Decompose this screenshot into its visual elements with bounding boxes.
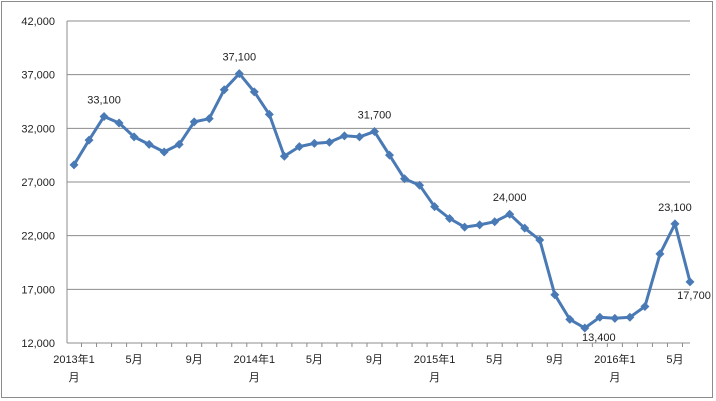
data-point xyxy=(99,112,109,122)
data-point xyxy=(264,109,274,119)
x-tick-label: 5月 xyxy=(126,354,143,366)
data-point xyxy=(595,312,605,322)
y-tick-label: 27,000 xyxy=(21,177,55,189)
data-point xyxy=(114,118,124,128)
x-tick-label: 2013年1 月 xyxy=(53,352,95,384)
x-tick-label: 5月 xyxy=(486,354,503,366)
data-point xyxy=(430,202,440,212)
data-point xyxy=(640,302,650,312)
data-point xyxy=(69,160,79,170)
data-point xyxy=(610,313,620,323)
data-point xyxy=(625,312,635,322)
x-tick-label: 5月 xyxy=(666,354,683,366)
data-point xyxy=(279,151,289,161)
data-point xyxy=(490,217,500,227)
x-tick-label: 5月 xyxy=(306,354,323,366)
data-point xyxy=(84,135,94,145)
data-point xyxy=(535,235,545,245)
data-point xyxy=(400,174,410,184)
data-point xyxy=(234,69,244,79)
data-point xyxy=(520,223,530,233)
data-point xyxy=(204,114,214,124)
data-labels: 33,100 37,100 31,700 24,000 13,400 23,100 17,7… xyxy=(87,52,711,344)
data-point xyxy=(475,220,485,230)
data-point xyxy=(174,139,184,149)
data-point xyxy=(385,150,395,160)
data-point xyxy=(460,222,470,232)
data-point xyxy=(505,209,515,219)
data-point xyxy=(550,290,560,300)
data-label: 23,100 xyxy=(658,202,692,214)
data-point xyxy=(445,213,455,223)
data-point xyxy=(249,87,259,97)
data-label: 13,400 xyxy=(582,332,616,344)
data-point xyxy=(189,117,199,127)
data-label: 31,700 xyxy=(358,110,392,122)
y-tick-label: 17,000 xyxy=(21,284,55,296)
data-point xyxy=(580,323,590,333)
data-point xyxy=(324,137,334,147)
y-tick-label: 32,000 xyxy=(21,123,55,135)
data-point xyxy=(655,249,665,259)
data-label: 17,700 xyxy=(677,290,711,302)
data-point xyxy=(565,314,575,324)
data-point xyxy=(159,147,169,157)
series-plot xyxy=(69,69,695,333)
x-tick-label: 9月 xyxy=(546,354,563,366)
y-tick-label: 42,000 xyxy=(21,16,55,28)
data-point xyxy=(369,127,379,137)
data-label: 24,000 xyxy=(493,192,527,204)
data-point xyxy=(670,219,680,229)
y-tick-label: 12,000 xyxy=(21,338,55,350)
y-axis: 12,000 17,000 22,000 27,000 32,000 37,000 42,0… xyxy=(21,16,68,350)
data-point xyxy=(219,85,229,95)
x-tick-label: 2015年1 月 xyxy=(414,352,456,384)
data-point xyxy=(129,132,139,142)
y-tick-label: 22,000 xyxy=(21,231,55,243)
data-label: 33,100 xyxy=(87,95,121,107)
data-point xyxy=(354,132,364,142)
data-point xyxy=(144,139,154,149)
data-point xyxy=(309,138,319,148)
data-point xyxy=(339,131,349,141)
x-tick-label: 9月 xyxy=(186,354,203,366)
data-point xyxy=(294,142,304,152)
x-axis: 2013年1 月 5月 9月 2014年1 月 5月 9月 2015年1 月 5月 9月 2016年1 月… xyxy=(53,342,690,384)
x-tick-label: 9月 xyxy=(366,354,383,366)
x-tick-label: 2016年1 月 xyxy=(594,352,636,384)
x-tick-label: 2014年1 月 xyxy=(233,352,275,384)
gridlines xyxy=(67,20,690,344)
data-point xyxy=(685,277,695,287)
y-tick-label: 37,000 xyxy=(21,70,55,82)
data-point xyxy=(415,180,425,190)
data-label: 37,100 xyxy=(222,52,256,64)
